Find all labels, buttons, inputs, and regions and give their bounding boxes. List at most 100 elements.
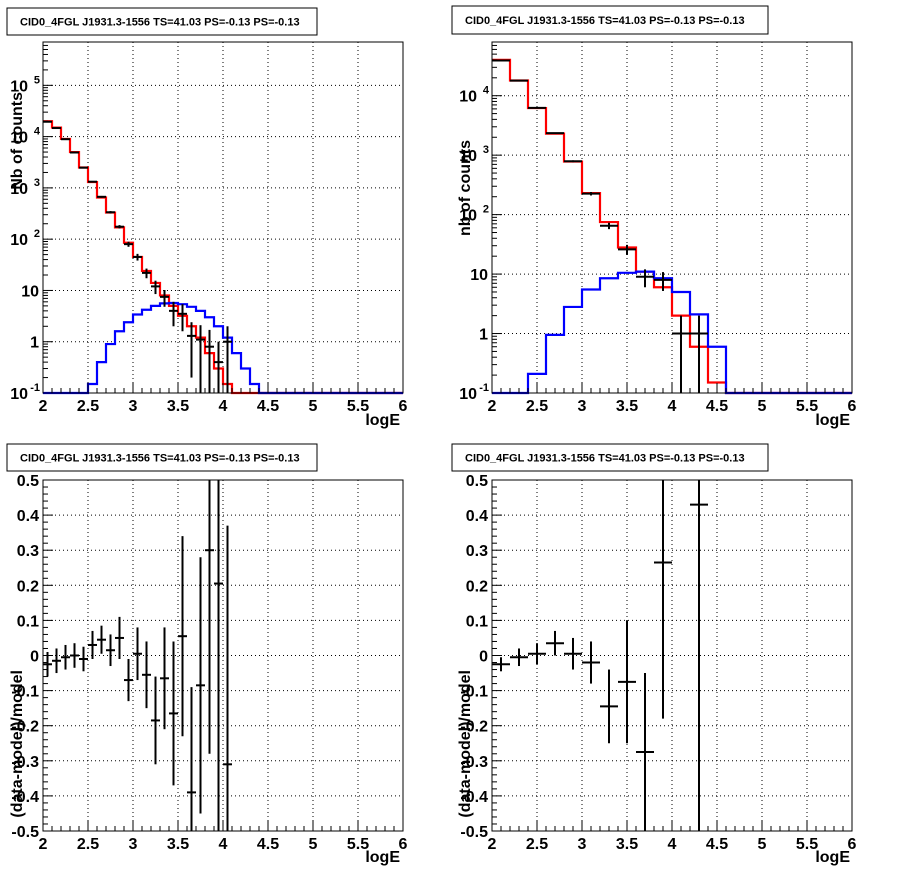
data-point: [151, 280, 160, 295]
x-tick-label: 2: [39, 836, 48, 853]
x-tick-label: 4.5: [257, 836, 279, 853]
data-point: [178, 304, 187, 332]
data-point: [564, 637, 582, 670]
x-tick-label: 4: [219, 398, 228, 415]
data-point: [654, 272, 672, 291]
data-point: [160, 290, 169, 307]
x-axis: 2 2.5 3 3.5 4 4.5 5 5.5 6: [488, 821, 857, 853]
data-point: [690, 315, 708, 393]
y-axis-label: nb of counts: [457, 140, 474, 236]
x-tick-label: 5.5: [347, 398, 369, 415]
data-point: [528, 643, 546, 665]
data-point: [636, 269, 654, 288]
data-point: [106, 211, 115, 214]
series-2: [43, 120, 232, 393]
y-tick-label: 10: [21, 283, 39, 300]
y-tick-exponent: 3: [34, 177, 40, 189]
data-point: [169, 301, 178, 327]
y-axis-label: (data-model)/model: [9, 670, 26, 818]
y-tick-label: -0.1: [11, 684, 39, 701]
data-point: [205, 480, 214, 754]
data-point: [564, 160, 582, 163]
x-tick-label: 4.5: [706, 398, 728, 415]
x-tick-label: 4: [219, 836, 228, 853]
data-point: [124, 659, 133, 702]
x-tick-label: 5: [309, 398, 318, 415]
x-tick-label: 5: [758, 836, 767, 853]
x-tick-label: 4: [668, 836, 677, 853]
data-point: [79, 166, 88, 169]
x-tick-label: 2: [39, 398, 48, 415]
y-tick-exponent: 2: [483, 204, 489, 216]
y-tick-label: 10: [459, 386, 477, 403]
x-axis: 2 2.5 3 3.5 4 4.5 5 5.5 6: [488, 383, 857, 415]
y-tick-label: 10: [10, 78, 28, 95]
data-point: [187, 322, 196, 378]
data-point: [492, 657, 510, 672]
x-tick-label: 5: [758, 398, 767, 415]
y-tick-exponent: -1: [479, 382, 489, 394]
data-point: [196, 325, 205, 393]
data-point: [618, 620, 636, 744]
data-point: [43, 651, 52, 677]
data-point: [115, 616, 124, 660]
title-box: [6, 443, 318, 472]
y-tick-label: -0.1: [460, 684, 488, 701]
x-tick-label: 3.5: [167, 398, 189, 415]
y-tick-exponent: 3: [483, 144, 489, 156]
x-tick-label: 2.5: [526, 398, 548, 415]
panel-title: CID0_4FGL J1931.3-1556 TS=41.03 PS=-0.13…: [465, 453, 745, 465]
title-box: [451, 5, 769, 35]
data-point: [582, 641, 600, 684]
data-point: [52, 648, 61, 674]
y-tick-label: 10: [10, 386, 28, 403]
x-tick-label: 4.5: [257, 398, 279, 415]
x-tick-label: 3: [578, 836, 587, 853]
y-tick-label: -0.3: [11, 754, 39, 771]
x-tick-label: 2.5: [526, 836, 548, 853]
y-tick-exponent: 4: [34, 126, 41, 138]
data-point: [178, 536, 187, 737]
y-axis-label: (data-model)/model: [457, 670, 474, 818]
y-tick-label: -0.2: [11, 719, 39, 736]
data-point: [690, 480, 708, 831]
x-tick-label: 3.5: [616, 836, 638, 853]
x-tick-label: 3: [578, 398, 587, 415]
y-tick-label: 0: [30, 649, 39, 666]
x-axis: 2 2.5 3 3.5 4 4.5 5 5.5 6: [39, 383, 408, 415]
y-tick-label: 0.4: [17, 508, 39, 525]
x-tick-label: 3.5: [616, 398, 638, 415]
x-axis: 2 2.5 3 3.5 4 4.5 5 5.5 6: [39, 821, 408, 853]
x-tick-label: 5.5: [796, 398, 818, 415]
y-axis: -0.5 -0.4 -0.3 -0.2 -0.1 0 0.1 0.2 0.3 0.4 0.5: [460, 473, 502, 841]
y-tick-label: 0.3: [17, 543, 39, 560]
panel-title: CID0_4FGL J1931.3-1556 TS=41.03 PS=-0.13…: [20, 453, 300, 465]
data-point: [160, 627, 169, 730]
data-point: [510, 648, 528, 667]
data-point: [546, 630, 564, 656]
x-axis-label: logE: [815, 849, 850, 866]
x-tick-label: 6: [848, 398, 857, 415]
grid: [492, 480, 852, 831]
y-tick-label: 1: [479, 327, 488, 344]
panel-top-right: CID0_4FGL J1931.3-1556 TS=41.03 PS=-0.13…: [451, 5, 857, 429]
series-0: [43, 480, 232, 831]
x-tick-label: 3.5: [167, 836, 189, 853]
data-point: [600, 669, 618, 744]
x-tick-label: 2.5: [77, 836, 99, 853]
x-tick-label: 2: [488, 836, 497, 853]
y-axis-label: Nb of counts: [9, 92, 26, 190]
y-tick-exponent: 4: [483, 85, 490, 97]
data-point: [582, 192, 600, 196]
data-point: [618, 244, 636, 255]
x-tick-label: 5.5: [796, 836, 818, 853]
x-axis-label: logE: [365, 412, 400, 429]
data-point: [196, 557, 205, 814]
data-point: [205, 329, 214, 393]
data-point: [70, 151, 79, 154]
y-tick-label: 10: [459, 148, 477, 165]
x-tick-label: 3: [129, 836, 138, 853]
y-tick-label: -0.5: [11, 824, 39, 841]
